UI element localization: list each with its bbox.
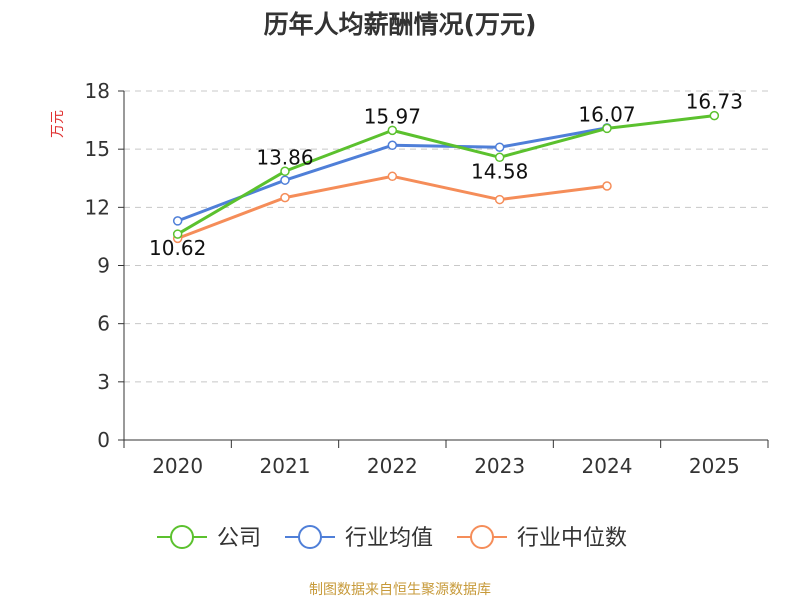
x-tick-label: 2023 — [474, 454, 525, 478]
series-line-0 — [176, 114, 715, 236]
legend-label: 公司 — [217, 526, 261, 551]
data-point — [494, 194, 505, 205]
data-point — [387, 140, 398, 151]
y-tick-label: 6 — [97, 312, 110, 336]
data-point — [172, 216, 183, 226]
data-point — [602, 181, 612, 191]
data-point — [280, 166, 290, 177]
grid-lines — [124, 90, 768, 383]
y-axis-label: 万元 — [50, 110, 66, 138]
y-tick-label: 12 — [85, 195, 110, 219]
source-note: 制图数据来自恒生聚源数据库 — [309, 582, 491, 598]
y-tick-label: 15 — [85, 137, 110, 161]
data-point — [387, 125, 398, 136]
y-tick-label: 0 — [97, 428, 110, 452]
legend-label: 行业中位数 — [517, 526, 627, 551]
data-point — [709, 110, 720, 121]
chart-title: 历年人均薪酬情况(万元) — [264, 10, 537, 39]
data-label: 10.62 — [149, 236, 206, 260]
legend-marker — [170, 525, 194, 549]
x-tick-label: 2025 — [689, 454, 740, 478]
legend-item-0[interactable]: 公司 — [157, 525, 261, 551]
y-tick-label: 9 — [97, 254, 110, 278]
data-point — [602, 123, 612, 134]
axes: 0 3 6 9 12 15 18 2020 2021 2022 2023 2024 2025 — [85, 79, 769, 478]
x-tick-label: 2021 — [260, 454, 311, 478]
data-label: 14.58 — [471, 159, 528, 183]
x-tick-label: 2022 — [367, 454, 418, 478]
data-label: 13.86 — [256, 145, 313, 169]
y-tick-label: 3 — [97, 370, 110, 394]
legend[interactable]: 公司 行业均值 行业中位数 — [157, 525, 627, 551]
legend-item-1[interactable]: 行业均值 — [285, 525, 433, 551]
legend-label: 行业均值 — [345, 526, 433, 551]
data-label: 15.97 — [364, 104, 421, 128]
data-point — [172, 229, 183, 239]
legend-item-2[interactable]: 行业中位数 — [457, 525, 627, 551]
data-point — [280, 175, 290, 185]
data-labels: 10.62 13.86 15.97 14.58 16.07 16.73 — [149, 90, 743, 260]
x-tick-label: 2020 — [152, 454, 203, 478]
legend-marker — [470, 525, 494, 549]
legend-marker — [298, 525, 322, 549]
series-lines — [172, 110, 720, 244]
data-point — [387, 171, 398, 182]
data-point — [494, 142, 505, 152]
data-label: 16.73 — [686, 90, 743, 114]
data-point — [494, 152, 505, 163]
y-tick-label: 18 — [85, 79, 110, 103]
x-tick-label: 2024 — [582, 454, 633, 478]
data-label: 16.07 — [578, 102, 635, 126]
data-point — [280, 192, 290, 203]
